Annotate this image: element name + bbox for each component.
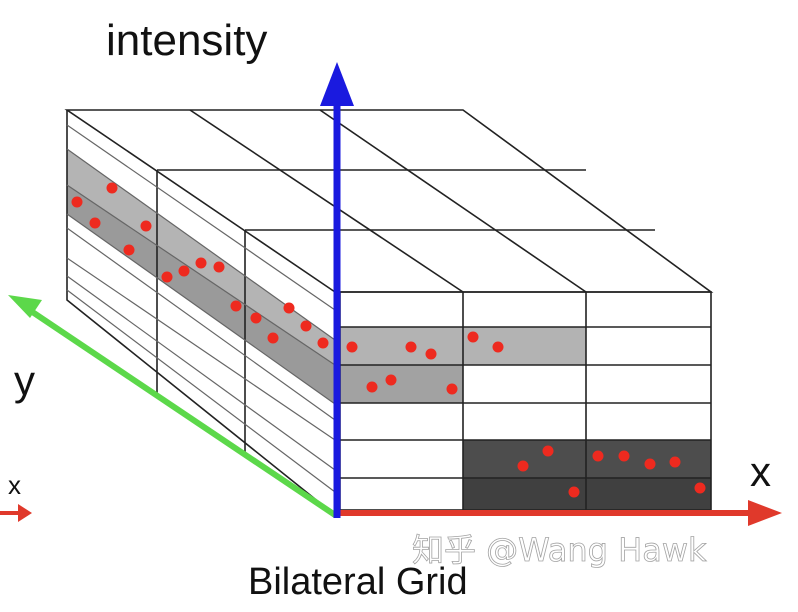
data-point bbox=[694, 482, 706, 494]
small-x-arrow bbox=[0, 504, 32, 522]
data-point bbox=[178, 265, 190, 277]
data-point bbox=[300, 320, 312, 332]
data-point bbox=[618, 450, 630, 462]
data-point bbox=[446, 383, 458, 395]
data-point bbox=[71, 196, 83, 208]
data-point bbox=[317, 337, 329, 349]
data-point bbox=[568, 486, 580, 498]
band-front-darker bbox=[463, 478, 711, 510]
data-point bbox=[250, 312, 262, 324]
data-point bbox=[542, 445, 554, 457]
data-point bbox=[405, 341, 417, 353]
data-point bbox=[467, 331, 479, 343]
data-point bbox=[283, 302, 295, 314]
data-point bbox=[140, 220, 152, 232]
data-point bbox=[106, 182, 118, 194]
y-axis-label: y bbox=[14, 357, 35, 404]
data-point bbox=[213, 261, 225, 273]
y-axis-arrow bbox=[8, 295, 337, 518]
data-point bbox=[89, 217, 101, 229]
data-points bbox=[71, 182, 706, 498]
grid-lines bbox=[64, 109, 714, 516]
data-point bbox=[161, 271, 173, 283]
data-point bbox=[492, 341, 504, 353]
data-point bbox=[425, 348, 437, 360]
data-point bbox=[517, 460, 529, 472]
data-point bbox=[195, 257, 207, 269]
data-point bbox=[592, 450, 604, 462]
data-point bbox=[346, 341, 358, 353]
band-front-dark bbox=[463, 440, 711, 478]
data-point bbox=[267, 332, 279, 344]
shaded-bands bbox=[67, 149, 711, 510]
band-left-face-light bbox=[67, 149, 335, 365]
data-point bbox=[366, 381, 378, 393]
data-point bbox=[230, 300, 242, 312]
watermark: 知乎 @Wang Hawk bbox=[412, 531, 707, 569]
x-axis-arrow bbox=[335, 500, 782, 526]
band-front-mid bbox=[340, 365, 463, 403]
data-point bbox=[123, 244, 135, 256]
diagram-caption: Bilateral Grid bbox=[248, 561, 468, 603]
intensity-label: intensity bbox=[106, 16, 267, 65]
data-point bbox=[669, 456, 681, 468]
intensity-axis-arrow bbox=[320, 62, 354, 518]
x-axis-label: x bbox=[750, 448, 771, 495]
data-point bbox=[644, 458, 656, 470]
data-point bbox=[385, 374, 397, 386]
small-x-label: x bbox=[8, 470, 21, 500]
